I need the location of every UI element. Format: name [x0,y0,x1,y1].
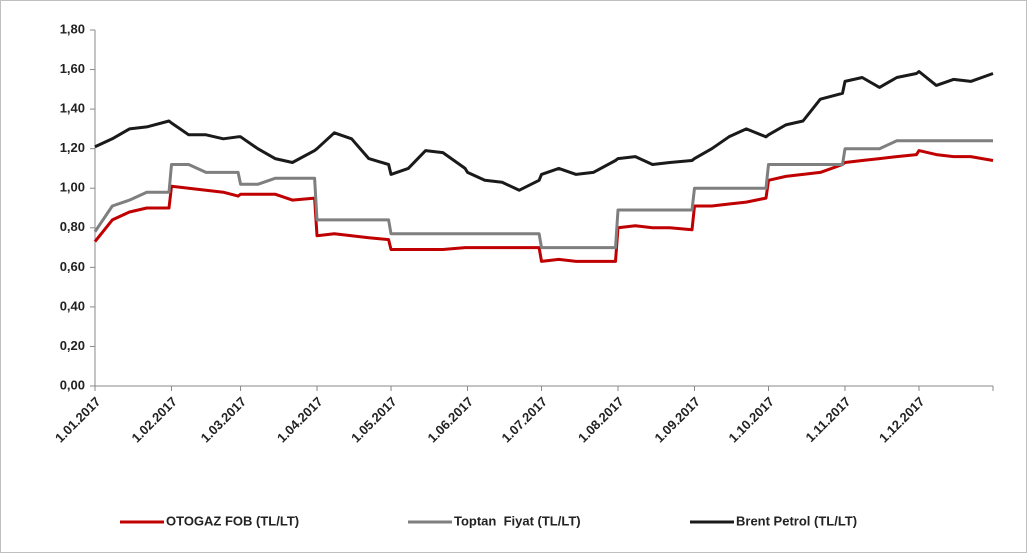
y-tick-label: 1,60 [60,61,85,76]
y-tick-label: 0,00 [60,377,85,392]
legend-label: Toptan Fiyat (TL/LT) [454,513,581,528]
series-line [94,70,994,192]
legend-label: OTOGAZ FOB (TL/LT) [166,513,299,528]
legend-label: Brent Petrol (TL/LT) [736,513,857,528]
series-line [93,139,993,250]
y-tick-label: 1,80 [60,21,85,36]
y-tick-label: 0,40 [60,298,85,313]
y-tick-label: 0,80 [60,219,85,234]
y-tick-label: 1,40 [60,101,85,116]
y-tick-label: 0,60 [60,259,85,274]
y-tick-label: 1,20 [60,140,85,155]
y-tick-label: 1,00 [60,180,85,195]
y-tick-label: 0,20 [60,338,85,353]
